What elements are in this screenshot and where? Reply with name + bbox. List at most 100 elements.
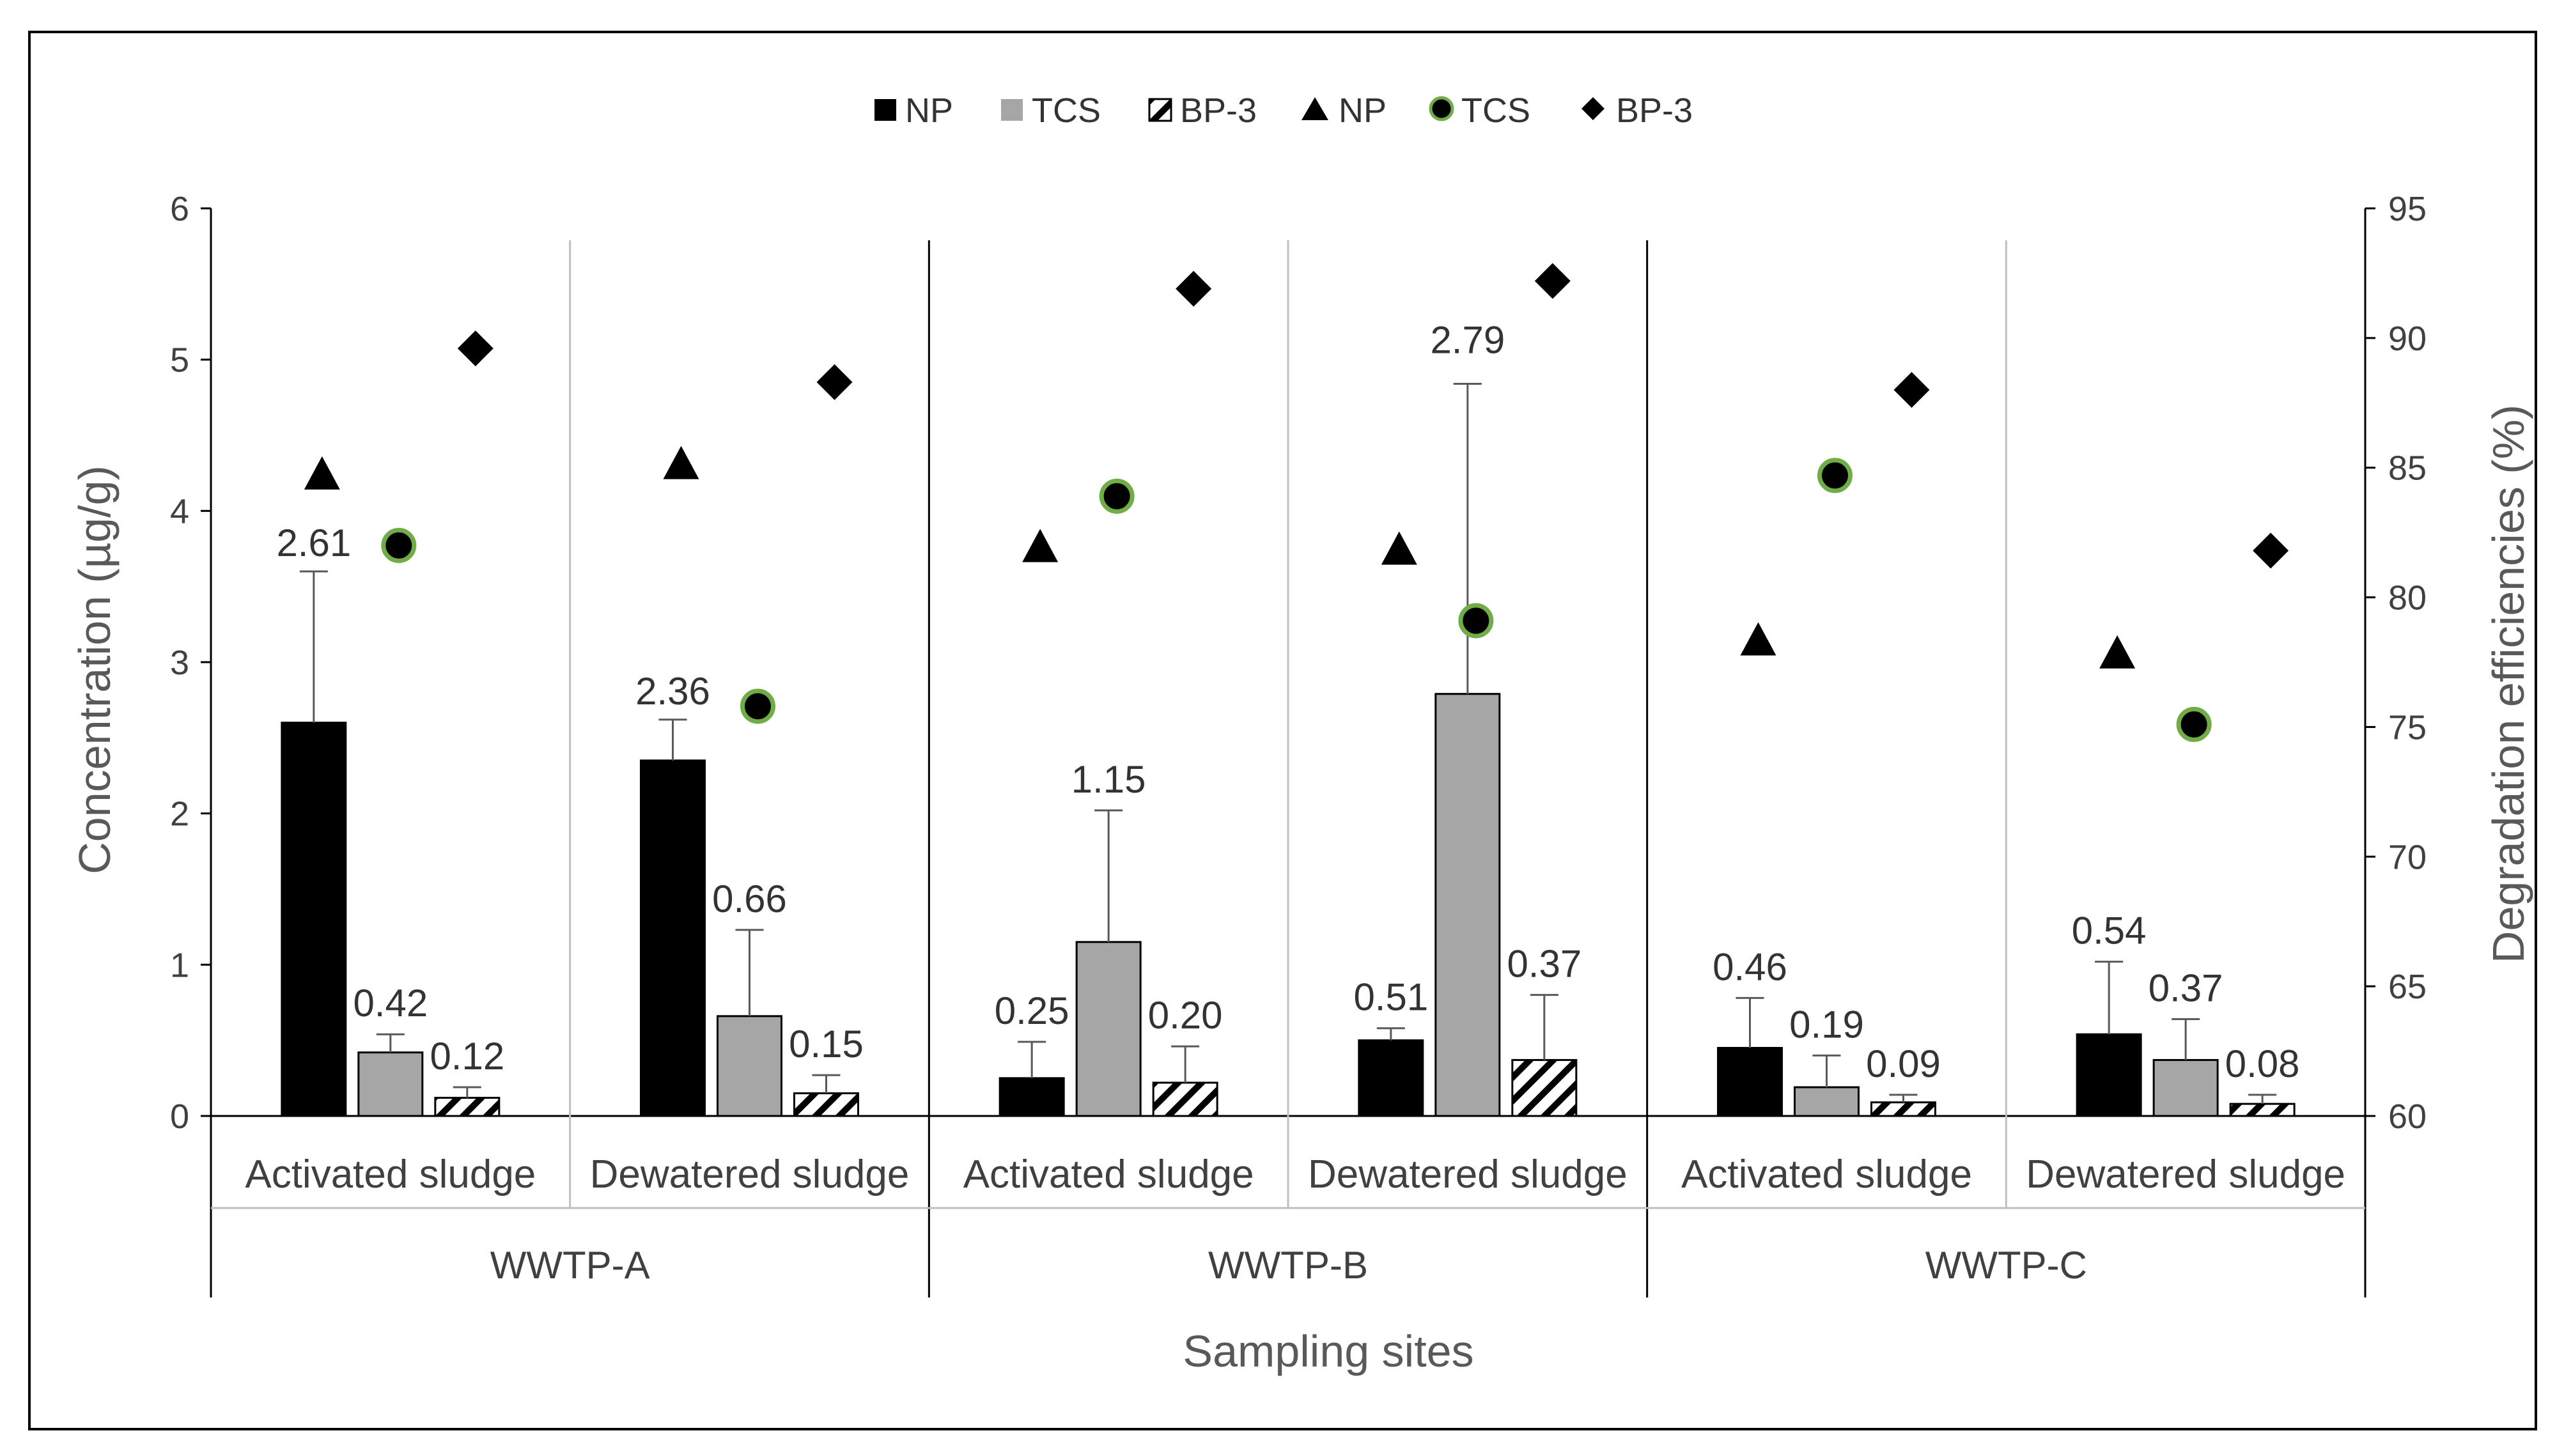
data-label: 1.15 <box>1071 758 1146 801</box>
y-tick-label: 3 <box>170 644 189 682</box>
marker-bp3-diamond <box>1893 372 1930 408</box>
data-label: 2.61 <box>276 522 351 564</box>
y2-tick-label: 70 <box>2388 838 2427 876</box>
data-label: 0.37 <box>2148 967 2223 1010</box>
marker-tcs-circle <box>1458 603 1494 639</box>
y2-tick-label: 60 <box>2388 1097 2427 1136</box>
data-label: 0.25 <box>995 989 1069 1032</box>
data-label: 0.66 <box>712 878 787 920</box>
category-label: Activated sludge <box>1681 1152 1972 1197</box>
y-tick-label: 1 <box>170 946 189 984</box>
y2-axis-title: Degradation efficiencies (%) <box>2483 405 2533 963</box>
bar-tcs <box>357 1051 424 1117</box>
legend-label-tcs-marker: TCS <box>1461 91 1530 130</box>
y2-tick-label: 75 <box>2388 708 2427 747</box>
bar-bp3 <box>434 1097 501 1117</box>
y-tick-label: 6 <box>170 190 189 228</box>
legend-swatch-tcs-bar <box>1001 99 1023 121</box>
marker-np-triangle <box>663 445 699 479</box>
category-label: Dewatered sludge <box>590 1152 910 1197</box>
data-label: 0.20 <box>1148 994 1223 1037</box>
bar-tcs <box>2152 1058 2219 1117</box>
y-tick-label: 4 <box>170 492 189 531</box>
marker-np-triangle <box>1740 622 1776 656</box>
data-label: 0.42 <box>353 982 428 1025</box>
marker-tcs-circle <box>2176 706 2212 742</box>
marker-bp3-diamond <box>1534 263 1571 299</box>
y-tick-label: 0 <box>170 1097 189 1136</box>
y-tick-label: 2 <box>170 795 189 833</box>
data-label: 0.15 <box>789 1023 864 1065</box>
data-labels: 2.61 2.36 0.25 0.51 0.46 0.54 0.42 0.66 1.15 2.79… <box>276 319 2299 1085</box>
marker-bp3-diamond <box>2253 532 2289 569</box>
marker-tcs-circle <box>1099 478 1135 514</box>
bar-np <box>281 722 347 1117</box>
chart-frame <box>28 31 2537 1430</box>
marker-tcs-circle <box>740 688 775 724</box>
data-label: 0.08 <box>2225 1042 2300 1085</box>
legend-label-bp3-marker: BP-3 <box>1616 91 1693 130</box>
legend-label-bp3-bar: BP-3 <box>1180 91 1257 130</box>
marker-np-triangle <box>304 456 340 490</box>
legend-marker-np-triangle <box>1301 97 1328 120</box>
legend-swatch-bp3-bar <box>1148 98 1172 122</box>
category-label: Dewatered sludge <box>2026 1152 2345 1197</box>
marker-bp3-diamond <box>457 330 493 367</box>
x-axis-title: Sampling sites <box>1183 1326 1473 1376</box>
category-label: Activated sludge <box>963 1152 1254 1197</box>
site-label: WWTP-A <box>490 1244 650 1287</box>
data-label: 0.54 <box>2072 910 2147 952</box>
bar-np <box>998 1077 1065 1117</box>
bar-tcs <box>717 1015 782 1117</box>
bar-tcs <box>1434 693 1501 1117</box>
legend-label-np-bar: NP <box>905 91 953 130</box>
data-label: 0.37 <box>1507 943 1581 986</box>
y-axis-title: Concentration (µg/g) <box>70 465 120 874</box>
bar-bp3 <box>1870 1101 1936 1117</box>
marker-bp3-diamond <box>1176 270 1212 307</box>
bar-tcs <box>1794 1086 1860 1117</box>
data-label: 0.09 <box>1866 1042 1941 1085</box>
marker-tcs-circle <box>381 527 417 563</box>
bar-bp3 <box>2229 1103 2296 1117</box>
legend-label-np-marker: NP <box>1339 91 1387 130</box>
bar-bp3 <box>1511 1058 1578 1117</box>
legend-label-tcs-bar: TCS <box>1032 91 1101 130</box>
bar-np <box>1358 1039 1424 1117</box>
bar-bp3 <box>1152 1081 1218 1117</box>
data-label: 0.46 <box>1713 945 1787 988</box>
marker-np-triangle <box>1381 531 1417 565</box>
y-tick-label: 5 <box>170 341 189 380</box>
marker-np-triangle <box>1022 529 1059 562</box>
y2-tick-label: 95 <box>2388 190 2427 228</box>
site-label: WWTP-B <box>1208 1244 1368 1287</box>
y2-tick-label: 80 <box>2388 579 2427 617</box>
y2-tick-label: 90 <box>2388 320 2427 358</box>
bar-np <box>2076 1033 2142 1117</box>
data-label: 0.12 <box>430 1035 504 1078</box>
bar-bp3 <box>793 1092 859 1117</box>
y2-tick-label: 85 <box>2388 449 2427 488</box>
legend: NP TCS BP-3 NP TCS BP-3 <box>874 91 1693 130</box>
marker-np-triangle <box>2099 635 2136 669</box>
data-label: 2.79 <box>1430 319 1505 362</box>
category-label: Activated sludge <box>245 1152 536 1197</box>
legend-marker-bp3-diamond <box>1581 97 1604 120</box>
bars <box>281 383 2296 1117</box>
site-label: WWTP-C <box>1925 1244 2087 1287</box>
bar-tcs <box>1075 941 1142 1117</box>
data-label: 0.19 <box>1789 1003 1864 1046</box>
y2-tick-label: 65 <box>2388 968 2427 1006</box>
legend-marker-tcs-circle <box>1429 96 1454 121</box>
legend-swatch-np-bar <box>874 99 896 121</box>
data-label: 0.51 <box>1353 976 1428 1019</box>
axes: 0 1 2 3 4 5 6 60 65 70 75 80 85 90 95 Activated sludge D… <box>170 190 2427 1297</box>
bar-np <box>640 759 706 1117</box>
marker-bp3-diamond <box>816 364 853 400</box>
marker-tcs-circle <box>1817 458 1853 493</box>
bar-np <box>1717 1047 1783 1117</box>
category-label: Dewatered sludge <box>1308 1152 1628 1197</box>
markers <box>304 263 2289 742</box>
data-label: 2.36 <box>635 670 710 713</box>
